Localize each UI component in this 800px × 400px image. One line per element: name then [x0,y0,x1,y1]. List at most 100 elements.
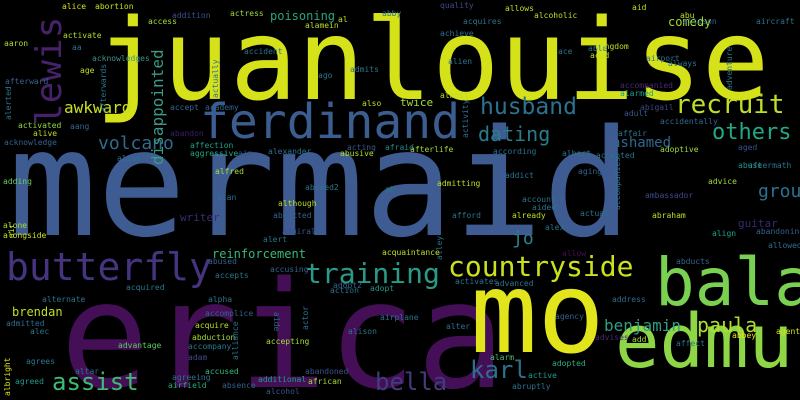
word: age [80,66,95,75]
word: ace [558,47,573,56]
word: abducted [273,211,312,220]
word: alfred [215,167,244,176]
word: acquaintance [382,248,440,257]
word: adam [188,353,208,362]
word: abigail [640,103,674,112]
word: afford [452,211,481,220]
word: adventure [725,46,734,90]
word: accomplice [205,309,254,318]
word: mo [470,249,605,379]
word: ferdinand [200,94,461,150]
word: activate [63,31,102,40]
word: acknowledges [92,54,150,63]
word: alice [62,2,87,11]
word: alamein [305,21,339,30]
word: abortion [95,2,134,11]
word: alert [263,235,288,244]
word: alan [217,193,237,202]
word: aged [738,143,758,152]
word: activates [455,277,499,286]
word: allowed [768,241,800,250]
word: affect [676,339,705,348]
word: adopted [552,359,586,368]
word: admitted [6,319,45,328]
word: acquired [126,283,165,292]
word: abandoning [756,227,800,236]
word: others [712,120,792,145]
word: comedy [668,15,712,29]
word: bella [375,368,448,396]
word: edmund [615,299,800,385]
word: accepts [215,271,249,280]
word: erica [60,250,506,400]
word: already [512,211,546,220]
word: accompany [188,342,232,351]
word: abducts [676,257,710,266]
word: alex [545,223,565,232]
word: address [612,295,646,304]
word: adoptive [660,145,699,154]
word: quality [440,1,474,10]
word: adding [3,177,32,186]
word: advises [595,333,629,342]
word: afterwards [99,63,108,112]
word: allison [683,17,717,26]
word: abused2 [305,183,339,192]
word: advanced [495,279,534,288]
word: actual [580,209,609,218]
word: allows [505,4,534,13]
word: airport [646,54,680,63]
word: abandoned [305,367,349,376]
word: account [522,195,556,204]
word: twice [400,96,434,109]
word: accompanied [620,81,673,90]
word: abu [680,11,695,20]
word: alternate [42,295,86,304]
word: ambassador [645,191,694,200]
word: addict [505,171,534,180]
word: addition [172,11,211,20]
word: accepting [266,337,310,346]
word: align [712,229,737,238]
word: agency [555,312,584,321]
word: activity [461,99,470,138]
word: accident [244,47,283,56]
word: airfield [168,381,207,390]
word: abduction [192,333,236,342]
word: aim [238,149,253,158]
word: agreeing [172,373,211,382]
word: alive [33,129,58,138]
word: affair [618,129,647,138]
word: abruptly [512,382,551,391]
word: aang [70,122,90,131]
word: alongside [3,231,47,240]
word: alpha [208,295,233,304]
word: abused [208,257,237,266]
word: acknowledge [4,138,57,147]
word: active [528,371,557,380]
word: advice [708,177,737,186]
word: according [493,147,537,156]
word: accused [205,367,239,376]
word: alias [117,154,142,163]
word: alerted [4,86,13,120]
word: abbey [732,331,757,340]
word: volcano [98,133,174,154]
word: affection [190,141,234,150]
word: writer [180,211,220,224]
word: alliance [231,321,240,360]
word: juanlouise [95,0,770,126]
word: activated [18,121,62,130]
word: dating [478,122,551,146]
word: abraham [652,211,686,220]
word: aggressive [190,149,239,158]
word: alexander [268,147,312,156]
word: airplane [380,313,419,322]
word: disappointed [148,49,167,165]
word: butterfly [6,245,212,289]
word: countryside [448,250,634,283]
word: acting [347,143,376,152]
word: alone [3,221,28,230]
word: reinforcement [212,247,306,261]
